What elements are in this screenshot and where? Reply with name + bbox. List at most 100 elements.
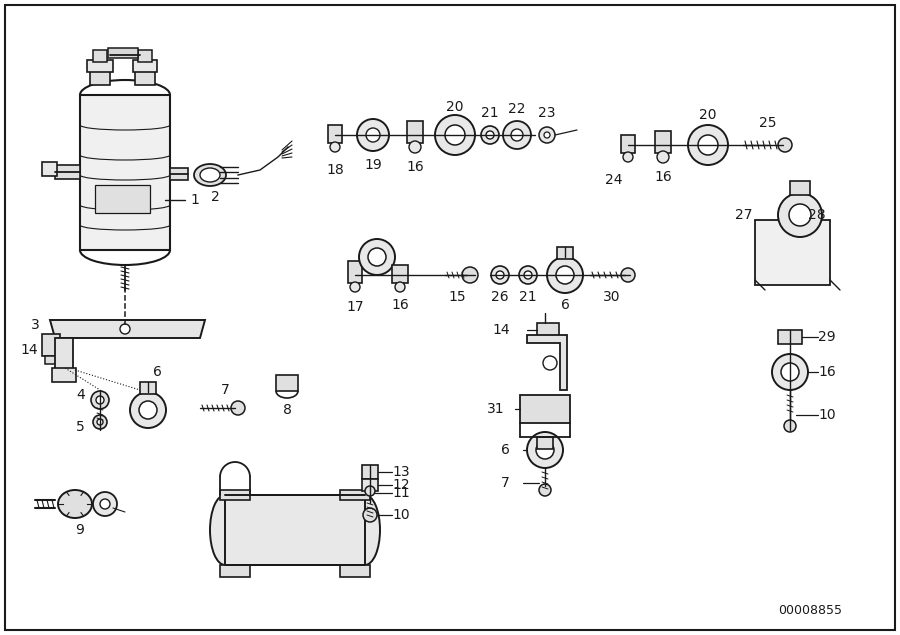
Text: 10: 10 xyxy=(392,508,410,522)
Text: 7: 7 xyxy=(501,476,510,490)
Bar xyxy=(362,465,378,479)
Text: 17: 17 xyxy=(346,300,364,314)
Circle shape xyxy=(784,420,796,432)
Circle shape xyxy=(231,401,245,415)
Bar xyxy=(520,395,570,423)
Circle shape xyxy=(100,499,110,509)
Ellipse shape xyxy=(58,490,92,518)
Text: 3: 3 xyxy=(32,318,40,332)
Text: 00008855: 00008855 xyxy=(778,603,842,617)
Circle shape xyxy=(621,268,635,282)
Circle shape xyxy=(547,257,583,293)
Bar xyxy=(90,70,110,85)
Bar xyxy=(537,323,559,339)
Circle shape xyxy=(409,141,421,153)
Text: 6: 6 xyxy=(501,443,510,457)
Text: 21: 21 xyxy=(519,290,536,304)
Text: 30: 30 xyxy=(603,290,621,304)
Circle shape xyxy=(130,392,166,428)
Text: 2: 2 xyxy=(211,190,220,204)
Ellipse shape xyxy=(210,495,240,565)
Bar xyxy=(55,338,73,373)
Circle shape xyxy=(781,363,799,381)
Circle shape xyxy=(698,135,718,155)
Circle shape xyxy=(772,354,808,390)
Text: 14: 14 xyxy=(21,343,38,357)
Text: 29: 29 xyxy=(818,330,835,344)
Circle shape xyxy=(139,401,157,419)
Text: 5: 5 xyxy=(76,420,85,434)
Text: 9: 9 xyxy=(76,523,85,537)
Bar xyxy=(362,479,378,491)
Text: 10: 10 xyxy=(818,408,835,422)
Bar xyxy=(42,334,60,356)
Circle shape xyxy=(543,356,557,370)
Text: 15: 15 xyxy=(448,290,466,304)
Circle shape xyxy=(496,271,504,279)
Bar xyxy=(537,437,553,449)
Text: 21: 21 xyxy=(482,106,499,120)
Ellipse shape xyxy=(350,495,380,565)
Bar xyxy=(135,70,155,85)
Bar xyxy=(348,261,362,283)
Text: 14: 14 xyxy=(492,323,510,337)
Circle shape xyxy=(544,132,550,138)
Circle shape xyxy=(96,396,104,404)
Circle shape xyxy=(120,324,130,334)
Circle shape xyxy=(445,125,465,145)
Text: 8: 8 xyxy=(283,403,292,417)
Bar xyxy=(108,48,138,58)
Bar xyxy=(93,50,107,62)
Circle shape xyxy=(435,115,475,155)
Text: 18: 18 xyxy=(326,163,344,177)
Text: 22: 22 xyxy=(508,102,526,116)
Text: 28: 28 xyxy=(808,208,825,222)
Text: 24: 24 xyxy=(606,173,623,187)
Circle shape xyxy=(524,271,532,279)
Text: 23: 23 xyxy=(538,106,556,120)
Circle shape xyxy=(368,248,386,266)
Circle shape xyxy=(330,142,340,152)
Bar xyxy=(87,60,113,72)
Text: 16: 16 xyxy=(654,170,672,184)
Circle shape xyxy=(366,128,380,142)
Ellipse shape xyxy=(194,164,226,186)
Bar xyxy=(55,165,80,179)
Bar xyxy=(790,181,810,195)
Bar xyxy=(80,95,170,250)
Circle shape xyxy=(556,266,574,284)
Text: 13: 13 xyxy=(392,465,410,479)
Bar xyxy=(170,168,188,180)
Bar xyxy=(138,50,152,62)
Circle shape xyxy=(536,441,554,459)
Circle shape xyxy=(539,484,551,496)
Bar xyxy=(42,162,57,176)
Circle shape xyxy=(97,419,103,425)
Bar xyxy=(655,131,671,153)
Circle shape xyxy=(511,129,523,141)
Circle shape xyxy=(363,508,377,522)
Text: 31: 31 xyxy=(488,402,505,416)
Circle shape xyxy=(350,282,360,292)
Bar xyxy=(225,495,365,565)
Text: 25: 25 xyxy=(760,116,777,130)
Circle shape xyxy=(527,432,563,468)
Bar xyxy=(220,565,250,577)
Circle shape xyxy=(789,204,811,226)
Circle shape xyxy=(623,152,633,162)
Circle shape xyxy=(359,239,395,275)
Bar xyxy=(133,60,157,72)
Bar xyxy=(52,368,76,382)
Circle shape xyxy=(462,267,478,283)
Bar xyxy=(340,565,370,577)
Text: 11: 11 xyxy=(392,486,410,500)
Circle shape xyxy=(486,131,494,139)
Bar xyxy=(755,220,830,285)
Circle shape xyxy=(491,266,509,284)
Text: 27: 27 xyxy=(734,208,752,222)
Text: 19: 19 xyxy=(364,158,382,172)
Circle shape xyxy=(657,151,669,163)
Bar xyxy=(95,185,150,213)
Bar xyxy=(328,125,342,143)
Bar xyxy=(557,247,573,259)
